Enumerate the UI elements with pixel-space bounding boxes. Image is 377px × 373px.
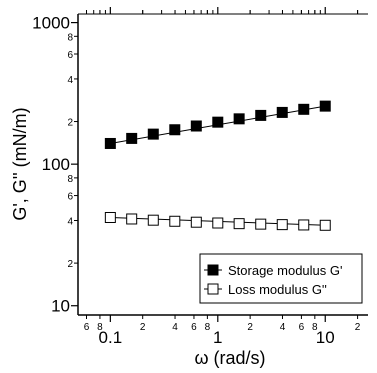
x-tick-label: 10 [316,328,335,347]
loss-data-point [298,219,310,231]
legend-label-storage: Storage modulus G' [228,263,343,278]
x-minor-tick-label: 6 [84,322,90,333]
x-axis-label: ω (rad/s) [194,348,265,368]
storage-data-point [319,100,331,112]
loss-data-point [126,213,138,225]
y-axis-label: G', G'' (mN/m) [10,107,30,220]
x-minor-tick-label: 2 [247,322,253,333]
x-ticks: 0.1 1 106 8 2 4 6 8 2 4 6 8 2 [84,7,361,347]
legend-label-loss: Loss modulus G'' [228,282,327,297]
y-minor-tick-label: 2 [67,259,73,270]
x-minor-tick-label: 6 [299,322,305,333]
y-minor-tick-label: 2 [67,118,73,129]
loss-data-point [169,215,181,227]
y-ticks: 10 100 1000 2 4 6 8 2 4 6 8 [32,14,78,316]
storage-data-point [276,106,288,118]
legend-marker-loss [207,283,219,295]
x-minor-tick-label: 8 [97,322,103,333]
x-minor-tick-label: 4 [280,322,286,333]
y-minor-tick-label: 8 [67,32,73,43]
loss-data-point [212,217,224,229]
storage-data-point [298,103,310,115]
storage-data-point [104,137,116,149]
x-tick-label: 1 [213,328,222,347]
x-minor-tick-label: 4 [172,322,178,333]
loss-data-point [276,219,288,231]
y-minor-tick-label: 6 [67,192,73,203]
loss-data-point [104,211,116,223]
storage-data-point [147,128,159,140]
legend: Storage modulus G' Loss modulus G'' [199,253,363,304]
series-layer [104,100,331,231]
storage-data-point [190,120,202,132]
loss-data-point [147,214,159,226]
y-minor-tick-label: 8 [67,174,73,185]
x-minor-tick-label: 6 [191,322,197,333]
storage-data-point [255,109,267,121]
x-minor-tick-label: 2 [355,322,361,333]
y-tick-label: 1000 [32,14,70,33]
y-tick-label: 100 [42,155,70,174]
loss-data-point [190,216,202,228]
y-minor-tick-label: 6 [67,50,73,61]
loss-data-point [319,219,331,231]
legend-marker-storage [207,264,219,276]
legend-box [199,253,363,304]
loss-data-point [255,218,267,230]
x-minor-tick-label: 2 [140,322,146,333]
y-tick-label: 10 [51,297,70,316]
y-minor-tick-label: 4 [67,216,73,227]
loss-data-point [233,218,245,230]
storage-data-point [126,132,138,144]
x-minor-tick-label: 8 [205,322,211,333]
storage-data-point [169,124,181,136]
x-minor-tick-label: 8 [312,322,318,333]
storage-data-point [212,116,224,128]
y-minor-tick-label: 4 [67,75,73,86]
x-tick-label: 0.1 [99,328,123,347]
storage-data-point [233,113,245,125]
